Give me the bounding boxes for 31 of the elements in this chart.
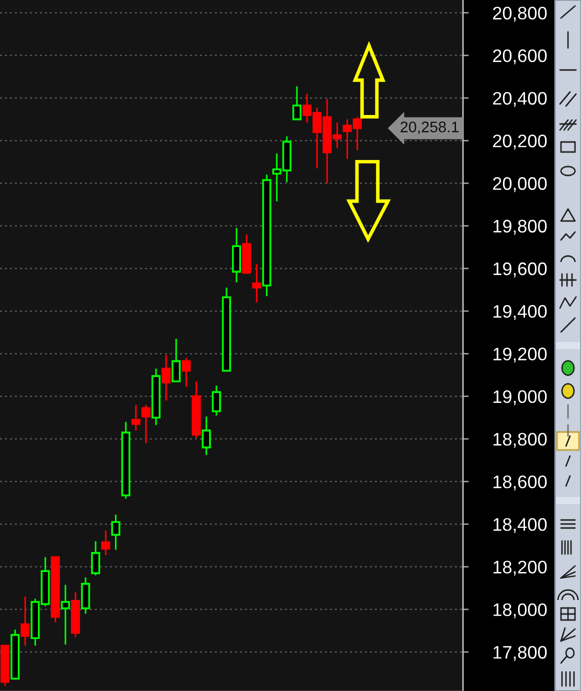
y-tick-label: 19,600 [494, 262, 547, 278]
y-tick-label: 18,600 [494, 475, 547, 490]
y-tick-label: 18,400 [494, 518, 547, 534]
candlestick [141, 404, 150, 444]
y-tick-label: 18,200 [494, 560, 547, 576]
candlestick [101, 530, 110, 556]
candlestick [212, 384, 221, 416]
candlestick [292, 86, 302, 120]
y-tick-label: 20,000 [493, 177, 547, 192]
annotation: 20,258.1 [400, 122, 459, 134]
candlestick [111, 514, 120, 550]
y-tick-label: 19,000 [494, 390, 547, 406]
y-tick-label: 19,200 [494, 348, 547, 363]
candlestick [20, 596, 30, 646]
y-tick-label: 20,400 [493, 92, 547, 107]
y-tick-label: 19,800 [494, 220, 547, 235]
candlestick [172, 338, 181, 382]
candlestick [202, 416, 211, 456]
candlestick [162, 354, 171, 402]
candlestick [60, 584, 70, 646]
y-tick-label: 17,800 [494, 646, 547, 661]
y-tick-label: 20,800 [493, 6, 547, 22]
candlestick [182, 357, 191, 388]
y-tick-label: 18,800 [494, 432, 547, 448]
y-tick-label: 19,400 [494, 305, 547, 320]
candlestick [91, 540, 100, 576]
y-tick-label: 20,600 [493, 49, 547, 64]
candlestick [252, 263, 262, 304]
y-tick-label: 20,200 [493, 134, 547, 150]
y-tick-label: 18,000 [494, 603, 547, 618]
candlestick [131, 404, 140, 432]
